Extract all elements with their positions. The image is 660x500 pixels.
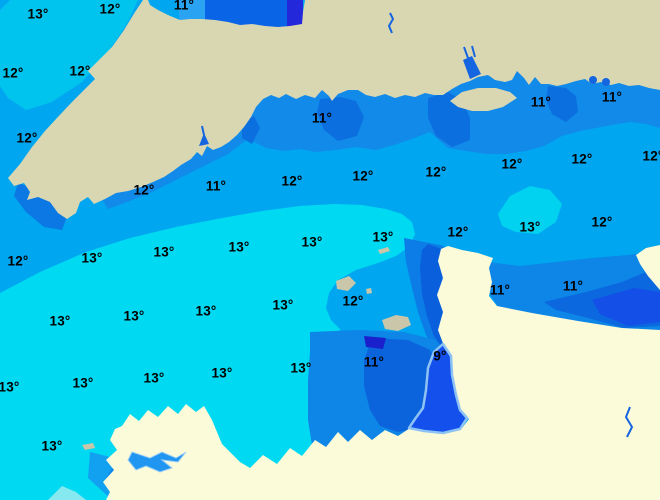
temp-label: 11° — [601, 89, 623, 105]
dorset-river — [387, 12, 395, 34]
sea-13deg-light-patch — [0, 0, 138, 110]
temp-label: 11° — [562, 278, 584, 294]
alderney-island — [378, 247, 390, 254]
bay-of-seine-waters — [486, 250, 660, 332]
france-inland-waters — [127, 406, 634, 473]
jersey-island — [382, 315, 411, 331]
sea-brittany-navy-patch — [364, 336, 386, 349]
chichester-harbour — [602, 78, 610, 86]
sea-estuary-navy — [287, 0, 303, 28]
temp-label: 12° — [571, 151, 593, 167]
sea-inlet-light — [179, 0, 207, 22]
temp-label: 13° — [301, 234, 323, 250]
temp-label: 12° — [501, 156, 523, 172]
temp-label: 11° — [311, 110, 333, 126]
temp-label: 12° — [16, 130, 38, 146]
temp-label: 13° — [519, 219, 541, 235]
temp-label: 11° — [489, 282, 511, 298]
sea-lyme-bay-dark-patch — [317, 97, 364, 141]
ouessant-island — [82, 443, 95, 450]
guernsey-island — [336, 276, 356, 291]
sea-9deg-bay — [407, 342, 469, 435]
temp-label: 12° — [7, 253, 29, 269]
temp-label: 11° — [530, 94, 552, 110]
temp-label: 12° — [99, 1, 121, 17]
temp-label: 11° — [205, 178, 227, 194]
temp-label: 11° — [173, 0, 195, 13]
temp-label: 12° — [342, 293, 364, 309]
temp-label: 13° — [228, 239, 250, 255]
temp-label: 12° — [642, 148, 660, 164]
temp-label: 13° — [41, 438, 63, 454]
temp-label: 13° — [49, 313, 71, 329]
temp-label: 13° — [272, 297, 294, 313]
sea-13deg-pocket — [498, 186, 562, 234]
temp-label: 12° — [2, 65, 24, 81]
temp-label: 13° — [195, 303, 217, 319]
temp-label: 9° — [433, 348, 447, 364]
temp-label: 13° — [290, 360, 312, 376]
temp-label: 13° — [143, 370, 165, 386]
southampton-water-inlet — [463, 56, 481, 79]
sea-mounts-bay-patch — [14, 183, 68, 230]
isle-of-wight — [450, 88, 517, 111]
france-landmass — [103, 246, 660, 500]
tamar-river — [201, 125, 205, 136]
temp-label: 12° — [591, 214, 613, 230]
plymouth-estuary — [199, 133, 209, 146]
temp-label: 13° — [372, 229, 394, 245]
temp-label: 11° — [363, 354, 385, 370]
temp-label: 13° — [27, 6, 49, 22]
england-inland-waters — [199, 12, 610, 146]
england-landmass — [8, 0, 660, 219]
seine-estuary-north-shore — [636, 245, 660, 290]
temp-label: 13° — [211, 365, 233, 381]
sea-east-wight-dark-patch — [546, 86, 578, 122]
sea-seine-bay-royal — [592, 288, 660, 326]
temp-label: 13° — [123, 308, 145, 324]
temp-label: 13° — [72, 375, 94, 391]
southampton-river-forks — [463, 45, 476, 59]
temp-label: 12° — [69, 63, 91, 79]
sark-island — [366, 288, 372, 294]
portsmouth-harbour — [589, 76, 597, 84]
sea-14deg-pale-patch — [48, 486, 86, 500]
temp-label: 12° — [133, 182, 155, 198]
temp-label: 13° — [81, 250, 103, 266]
temp-label: 13° — [0, 379, 20, 395]
temp-label: 12° — [447, 224, 469, 240]
temp-label: 12° — [281, 173, 303, 189]
temp-label: 12° — [352, 168, 374, 184]
brest-ria-inlet — [127, 451, 187, 473]
normandy-river — [624, 406, 634, 438]
temp-label: 13° — [153, 244, 175, 260]
islands — [82, 247, 411, 450]
temp-label: 12° — [425, 164, 447, 180]
